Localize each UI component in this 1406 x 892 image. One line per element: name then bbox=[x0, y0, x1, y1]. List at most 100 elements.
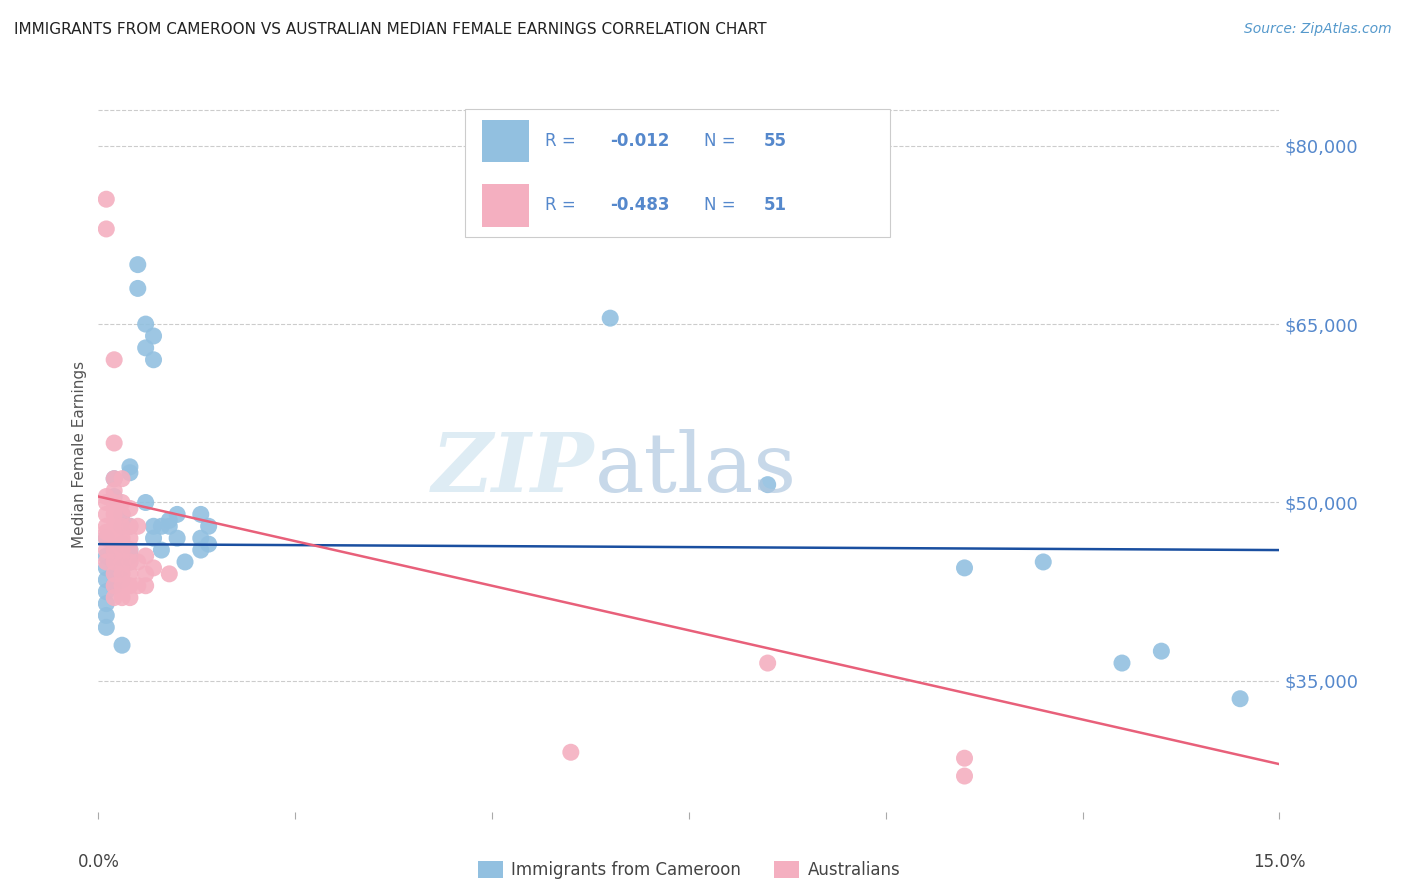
Point bbox=[150, 543, 173, 558]
Point bbox=[756, 656, 779, 670]
Point bbox=[135, 579, 157, 593]
Legend: Immigrants from Cameroon, Australians: Immigrants from Cameroon, Australians bbox=[471, 854, 907, 886]
Point bbox=[118, 519, 141, 533]
Text: atlas: atlas bbox=[595, 429, 797, 509]
Point bbox=[135, 566, 157, 581]
Point bbox=[150, 519, 173, 533]
Point bbox=[96, 192, 118, 206]
FancyBboxPatch shape bbox=[482, 120, 530, 162]
Point bbox=[118, 501, 141, 516]
Point bbox=[103, 483, 125, 498]
Point bbox=[118, 555, 141, 569]
Point bbox=[142, 329, 165, 343]
Point bbox=[96, 222, 118, 236]
Point bbox=[111, 495, 134, 509]
Point bbox=[96, 584, 118, 599]
Point bbox=[96, 490, 118, 504]
Point bbox=[166, 508, 188, 522]
Point bbox=[96, 608, 118, 623]
Point bbox=[103, 566, 125, 581]
Text: 51: 51 bbox=[763, 196, 786, 214]
Point bbox=[127, 281, 149, 295]
Point bbox=[118, 579, 141, 593]
Point bbox=[103, 555, 125, 569]
Point bbox=[142, 561, 165, 575]
Point bbox=[118, 591, 141, 605]
Point bbox=[96, 561, 118, 575]
Point bbox=[96, 543, 118, 558]
Point bbox=[96, 531, 118, 545]
Point bbox=[111, 537, 134, 551]
Point bbox=[103, 501, 125, 516]
Point bbox=[103, 543, 125, 558]
Point bbox=[111, 508, 134, 522]
Point bbox=[96, 531, 118, 545]
Point bbox=[953, 561, 976, 575]
Point bbox=[756, 477, 779, 491]
Point bbox=[174, 555, 197, 569]
Point bbox=[142, 531, 165, 545]
Point bbox=[118, 531, 141, 545]
Text: Source: ZipAtlas.com: Source: ZipAtlas.com bbox=[1244, 22, 1392, 37]
Point bbox=[103, 543, 125, 558]
Point bbox=[103, 566, 125, 581]
Point bbox=[103, 579, 125, 593]
Point bbox=[111, 555, 134, 569]
Point bbox=[103, 472, 125, 486]
Point bbox=[127, 519, 149, 533]
Y-axis label: Median Female Earnings: Median Female Earnings bbox=[72, 361, 87, 549]
Point bbox=[157, 513, 180, 527]
Point bbox=[166, 531, 188, 545]
Point bbox=[118, 543, 141, 558]
Point bbox=[111, 561, 134, 575]
Point bbox=[142, 519, 165, 533]
Text: 0.0%: 0.0% bbox=[77, 854, 120, 871]
Point bbox=[127, 579, 149, 593]
Point bbox=[103, 591, 125, 605]
Text: 55: 55 bbox=[763, 132, 786, 150]
Text: -0.012: -0.012 bbox=[610, 132, 669, 150]
Point bbox=[118, 566, 141, 581]
Point bbox=[103, 472, 125, 486]
Point bbox=[142, 352, 165, 367]
Point bbox=[1032, 555, 1054, 569]
Point bbox=[111, 573, 134, 587]
Text: R =: R = bbox=[546, 132, 581, 150]
Point bbox=[1111, 656, 1133, 670]
Text: N =: N = bbox=[704, 196, 741, 214]
Point bbox=[111, 519, 134, 533]
Point bbox=[118, 466, 141, 480]
Point bbox=[96, 525, 118, 540]
Point bbox=[111, 591, 134, 605]
Point bbox=[1229, 691, 1251, 706]
FancyBboxPatch shape bbox=[464, 109, 890, 237]
Point bbox=[157, 519, 180, 533]
Point bbox=[103, 555, 125, 569]
Point bbox=[190, 543, 212, 558]
FancyBboxPatch shape bbox=[482, 184, 530, 227]
Point bbox=[953, 769, 976, 783]
Point bbox=[103, 519, 125, 533]
Point bbox=[599, 311, 621, 326]
Point bbox=[111, 543, 134, 558]
Point bbox=[96, 555, 118, 569]
Point bbox=[96, 508, 118, 522]
Point bbox=[157, 566, 180, 581]
Point bbox=[953, 751, 976, 765]
Text: R =: R = bbox=[546, 196, 581, 214]
Point bbox=[96, 519, 118, 533]
Point bbox=[103, 508, 125, 522]
Point bbox=[190, 531, 212, 545]
Point bbox=[118, 543, 141, 558]
Point bbox=[111, 566, 134, 581]
Point bbox=[197, 519, 219, 533]
Point bbox=[111, 579, 134, 593]
Point bbox=[127, 555, 149, 569]
Point bbox=[96, 597, 118, 611]
Text: ZIP: ZIP bbox=[432, 429, 595, 509]
Point bbox=[111, 638, 134, 652]
Point bbox=[96, 495, 118, 509]
Point bbox=[96, 620, 118, 634]
Point bbox=[127, 258, 149, 272]
Point bbox=[111, 519, 134, 533]
